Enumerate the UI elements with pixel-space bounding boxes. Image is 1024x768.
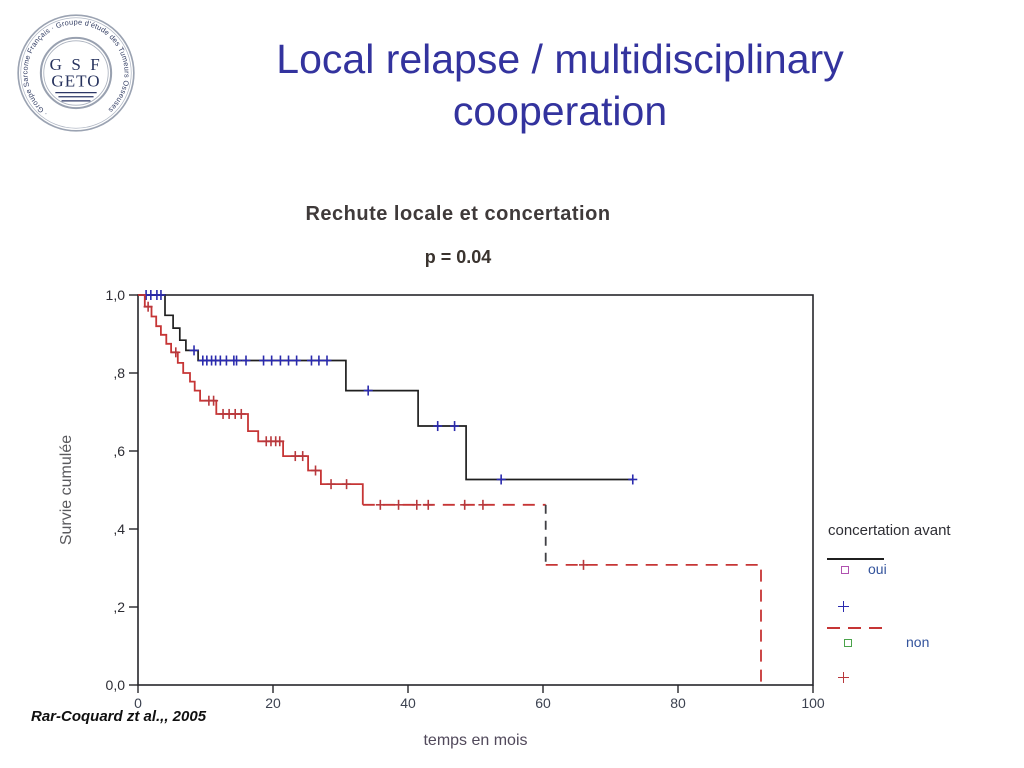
logo-outer-ring: [17, 14, 135, 132]
legend-plus-icon-non-censored: [838, 672, 849, 683]
logo-geto-text: GETO: [51, 71, 100, 90]
x-tick-label: 100: [801, 695, 825, 711]
legend-dashed-line-sample: [827, 627, 887, 629]
page-title-line1: Local relapse / multidisciplinary: [276, 36, 844, 82]
x-axis-label: temps en mois: [423, 732, 528, 749]
y-tick-label: ,4: [113, 521, 125, 537]
legend-plus-icon-oui-censored: [838, 601, 849, 612]
legend-label-oui: oui: [868, 561, 887, 577]
km-curve-oui: [138, 294, 633, 481]
y-axis-label: Survie cumulée: [58, 434, 75, 546]
y-tick-label: 0,0: [106, 677, 126, 693]
legend-title: concertation avant: [828, 522, 951, 539]
page-title-line2: cooperation: [452, 87, 668, 134]
logo-outer-ring-inner: [20, 17, 132, 129]
x-tick-label: 20: [265, 695, 281, 711]
legend-label-non: non: [906, 634, 930, 650]
logo-inner-circle: [39, 36, 113, 110]
gsf-geto-logo: · Groupe Sarcome Français · Groupe d'étu…: [17, 14, 135, 132]
y-tick-label: ,2: [113, 599, 125, 615]
legend-solid-line-sample: [827, 558, 884, 560]
km-curve-non: [138, 294, 364, 505]
x-tick-label: 60: [535, 695, 551, 711]
y-tick-label: ,8: [113, 365, 125, 381]
chart-title: Rechute locale et concertation: [305, 203, 611, 225]
km-curve-non-dashed: [545, 564, 762, 685]
y-tick-label: 1,0: [106, 287, 126, 303]
legend: concertation avant oui non: [824, 520, 1024, 698]
legend-square-icon-oui: [841, 566, 849, 574]
x-tick-label: 0: [134, 695, 142, 711]
p-value-label: p = 0.04: [424, 247, 492, 267]
logo-inner-circle-inner: [43, 40, 109, 106]
citation: Rar-Coquard zt al.,, 2005: [31, 708, 207, 725]
logo-gsf-text: G S F: [50, 55, 103, 74]
legend-square-icon-non: [844, 639, 852, 647]
x-tick-label: 40: [400, 695, 416, 711]
x-tick-label: 80: [670, 695, 686, 711]
y-tick-label: ,6: [113, 443, 125, 459]
page-title: Local relapse / multidisciplinary cooper…: [120, 34, 1000, 137]
plot-frame: [137, 294, 814, 686]
